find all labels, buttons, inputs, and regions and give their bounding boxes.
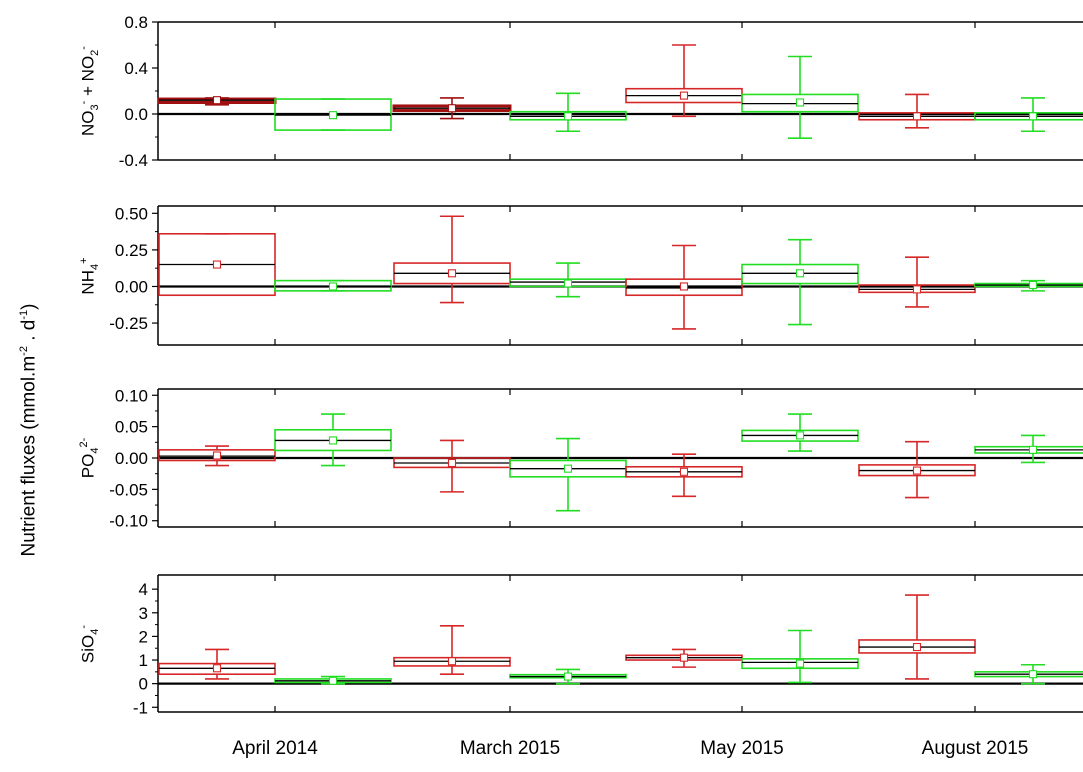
panel-ylabel-part: - — [78, 100, 90, 105]
y-tick-label: 3 — [139, 604, 148, 623]
mean-marker — [328, 436, 338, 445]
y-tick-label: 4 — [139, 580, 148, 599]
ylabel-part: ) — [18, 303, 40, 310]
mean-marker — [328, 111, 338, 120]
mean-marker — [447, 269, 457, 278]
mean-marker — [1028, 112, 1038, 121]
mean-marker — [212, 664, 222, 673]
mean-marker — [795, 431, 805, 440]
mean-marker — [212, 96, 222, 105]
mean-marker — [912, 285, 922, 294]
y-tick-label: 1 — [139, 651, 148, 670]
box — [158, 449, 276, 462]
box — [274, 279, 392, 292]
panel-ylabel-part: NH — [78, 269, 98, 295]
panel-ylabel-part: 4 — [89, 628, 102, 635]
y-tick-label: -0.10 — [109, 512, 148, 531]
panel-ylabel-part: 4 — [89, 447, 102, 454]
mean-marker — [1028, 280, 1038, 290]
y-tick-label: -0.05 — [109, 480, 148, 499]
y-tick-label: 0.4 — [124, 59, 148, 78]
x-category-label: April 2014 — [232, 738, 318, 759]
panel-ylabel-part: SiO — [78, 634, 98, 663]
mean-marker — [795, 659, 805, 668]
global-y-axis-label: Nutrient fluxes (mmol.m-2 . d-1) — [9, 220, 39, 640]
mean-marker — [912, 112, 922, 121]
mean-marker — [447, 458, 457, 468]
y-tick-label: -1 — [133, 698, 148, 717]
mean-marker — [679, 653, 689, 662]
mean-marker — [795, 98, 805, 107]
mean-marker — [679, 467, 689, 476]
mean-marker — [912, 642, 922, 652]
mean-marker — [328, 676, 338, 685]
y-tick-label: 2 — [139, 627, 148, 646]
mean-marker — [563, 672, 573, 681]
box — [741, 263, 859, 285]
y-tick-label: 0.00 — [115, 277, 148, 296]
mean-marker — [212, 260, 222, 269]
ylabel-part: -1 — [18, 309, 30, 320]
panel-ylabel-part: 3 — [89, 104, 102, 111]
mean-marker — [563, 112, 573, 121]
mean-marker — [328, 282, 338, 291]
y-tick-label: 0.50 — [115, 204, 148, 223]
y-tick-label: 0 — [139, 675, 148, 694]
mean-marker — [447, 104, 457, 113]
ylabel-part: . d — [18, 319, 40, 347]
x-category-label: March 2015 — [460, 738, 560, 759]
y-tick-label: 0.25 — [115, 241, 148, 260]
panel-ylabel-part: 2- — [78, 437, 90, 448]
panel-ylabel-part: 2 — [89, 49, 102, 56]
y-tick-label: -0.25 — [109, 314, 148, 333]
mean-marker — [563, 464, 573, 473]
x-category-label: August 2015 — [922, 738, 1029, 759]
mean-marker — [563, 279, 573, 288]
y-tick-label: -0.4 — [119, 151, 148, 170]
mean-marker — [912, 466, 922, 475]
panel-ylabel-part: PO — [78, 453, 98, 479]
panel-ylabel-part: NO — [78, 110, 98, 136]
mean-marker — [1028, 445, 1038, 454]
panel-ylabel-part: 4 — [89, 263, 102, 270]
y-tick-label: 0.0 — [124, 105, 148, 124]
box — [741, 658, 859, 670]
panel-ylabel-part: - — [78, 46, 90, 50]
panel-ylabel-part: + — [78, 256, 90, 264]
mean-marker — [1028, 670, 1038, 679]
ylabel-part: Nutrient fluxes (mmol.m — [18, 355, 40, 557]
y-tick-label: 0.10 — [115, 386, 148, 405]
y-tick-label: 0.05 — [115, 418, 148, 437]
ylabel-part: -2 — [18, 346, 30, 356]
mean-marker — [447, 657, 457, 666]
y-tick-label: 0.8 — [124, 13, 148, 32]
mean-marker — [679, 91, 689, 100]
mean-marker — [679, 282, 689, 291]
panel-ylabel: SiO4- — [72, 534, 101, 754]
x-category-label: May 2015 — [700, 738, 783, 759]
y-tick-label: 0.00 — [115, 449, 148, 468]
mean-marker — [212, 451, 222, 460]
mean-marker — [795, 269, 805, 278]
panel-ylabel-part: - — [78, 624, 90, 629]
box — [625, 278, 743, 297]
panel-ylabel-part: + NO — [78, 55, 98, 101]
